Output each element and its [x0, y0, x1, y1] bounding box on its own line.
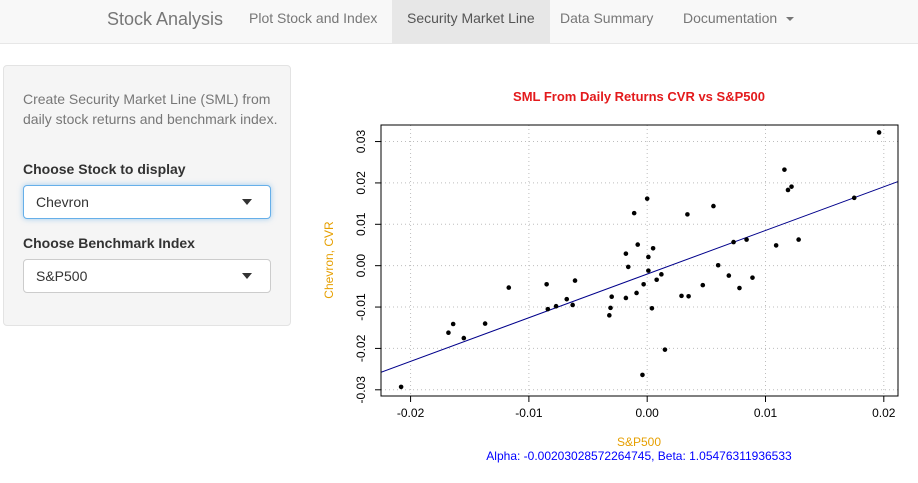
data-point: [553, 303, 559, 309]
caret-down-icon: [786, 17, 795, 22]
navbar: Stock Analysis Plot Stock and Index Secu…: [0, 0, 918, 44]
tab-plot-stock-and-index[interactable]: Plot Stock and Index: [234, 0, 392, 43]
plot-frame: [380, 124, 899, 397]
data-point: [659, 272, 664, 277]
data-point: [631, 210, 637, 216]
data-point: [544, 281, 549, 287]
data-point: [641, 281, 646, 287]
y-tick-label: 0.02: [354, 171, 368, 195]
data-point: [607, 313, 612, 318]
sidebar-panel: Create Security Market Line (SML) from d…: [3, 65, 291, 326]
data-point: [789, 184, 794, 189]
data-point: [646, 268, 651, 273]
sml-chart: SML From Daily Returns CVR vs S&P500 -0.…: [322, 89, 899, 463]
data-point: [686, 293, 691, 299]
data-point: [773, 243, 779, 248]
chevron-down-icon: [242, 273, 252, 279]
data-point: [750, 275, 755, 280]
stock-select-value: Chevron: [36, 194, 89, 210]
data-point: [654, 277, 659, 283]
axes: -0.02 -0.01 0.00 0.01 0.02 -0.03 -0.02 -0.01 0.0…: [354, 130, 896, 420]
data-point: [744, 237, 749, 242]
data-point: [506, 285, 512, 290]
data-point: [737, 285, 742, 291]
data-point: [572, 278, 578, 283]
y-axis-label: Chevron, CVR: [322, 221, 336, 299]
data-point: [685, 212, 690, 217]
x-tick-label: 0.00: [636, 406, 660, 420]
data-point: [711, 203, 716, 209]
x-axis-label: S&P500: [617, 435, 661, 449]
data-point: [625, 264, 631, 270]
y-tick-label: 0.01: [354, 212, 368, 236]
data-point: [609, 294, 614, 300]
data-point: [785, 187, 791, 193]
data-points: [398, 130, 882, 390]
data-point: [700, 282, 706, 288]
tab-label: Data Summary: [560, 10, 654, 26]
tab-label: Plot Stock and Index: [249, 10, 378, 26]
y-tick-label: -0.03: [354, 376, 368, 404]
data-point: [796, 237, 801, 242]
data-point: [640, 372, 645, 378]
brand-title[interactable]: Stock Analysis: [107, 9, 224, 29]
tab-security-market-line[interactable]: Security Market Line: [392, 0, 550, 43]
chart-title: SML From Daily Returns CVR vs S&P500: [513, 89, 765, 104]
data-point: [608, 305, 613, 311]
y-tick-label: -0.01: [354, 293, 368, 321]
chevron-down-icon: [242, 199, 252, 205]
data-point: [623, 295, 629, 301]
data-point: [646, 254, 651, 260]
y-tick-label: 0.00: [354, 254, 368, 278]
data-point: [731, 239, 736, 245]
x-tick-label: -0.02: [397, 406, 425, 420]
index-select-label: Choose Benchmark Index: [23, 235, 195, 251]
chart-subtitle: Alpha: -0.00203028572264745, Beta: 1.054…: [486, 449, 792, 463]
data-point: [644, 196, 650, 201]
x-tick-label: -0.01: [515, 406, 543, 420]
data-point: [634, 290, 639, 296]
tab-label: Security Market Line: [407, 10, 535, 26]
data-point: [570, 302, 575, 308]
tab-label: Documentation: [683, 10, 778, 26]
data-point: [679, 293, 684, 299]
data-point: [662, 347, 668, 352]
grid-lines: [381, 125, 898, 396]
regression-line-group: [380, 181, 899, 373]
data-point: [650, 245, 656, 251]
stock-select[interactable]: Chevron: [23, 185, 271, 219]
data-point: [876, 130, 882, 135]
data-point: [450, 321, 456, 327]
sidebar-description: Create Security Market Line (SML) from d…: [23, 91, 278, 127]
x-tick-label: 0.01: [754, 406, 778, 420]
regression-line: [380, 181, 899, 373]
tab-data-summary[interactable]: Data Summary: [545, 0, 668, 43]
y-tick-label: 0.03: [354, 130, 368, 154]
data-point: [715, 262, 721, 268]
index-select-value: S&P500: [36, 268, 88, 284]
data-point: [635, 242, 641, 247]
data-point: [564, 296, 570, 302]
stock-select-label: Choose Stock to display: [23, 161, 186, 177]
data-point: [782, 167, 787, 172]
data-point: [545, 306, 551, 312]
data-point: [851, 195, 857, 201]
data-point: [649, 305, 655, 311]
data-point: [482, 321, 488, 326]
data-point: [461, 335, 467, 341]
data-point: [726, 273, 732, 278]
tab-documentation[interactable]: Documentation: [668, 0, 809, 43]
data-point: [398, 384, 404, 390]
data-point: [446, 330, 451, 335]
y-tick-label: -0.02: [354, 334, 368, 362]
data-point: [623, 251, 629, 256]
index-select[interactable]: S&P500: [23, 259, 271, 293]
x-tick-label: 0.02: [872, 406, 896, 420]
